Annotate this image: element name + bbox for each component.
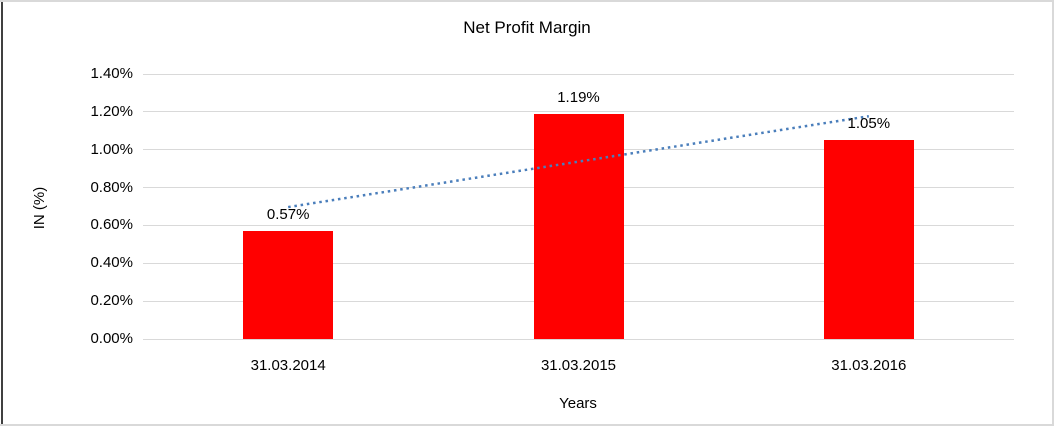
y-tick-label: 1.00%: [90, 140, 133, 158]
y-tick-label: 0.40%: [90, 254, 133, 272]
y-tick-label: 0.80%: [90, 178, 133, 196]
bar: [823, 140, 914, 339]
y-tick-label: 0.20%: [90, 292, 133, 310]
y-tick-label: 1.20%: [90, 102, 133, 120]
bar: [533, 113, 624, 339]
bar: [243, 231, 334, 339]
x-axis-title: Years: [559, 395, 597, 412]
bar-value-label: 1.19%: [557, 88, 600, 106]
x-tick-label: 31.03.2015: [540, 357, 617, 374]
y-tick-label: 1.40%: [90, 65, 133, 82]
gridline: [143, 338, 1014, 340]
x-tick-label: 31.03.2014: [250, 357, 326, 374]
bar-value-label: 0.57%: [266, 206, 310, 224]
chart-title: Net Profit Margin: [463, 18, 591, 37]
x-tick-label: 31.03.2016: [831, 357, 907, 374]
y-tick-label: 0.00%: [90, 330, 133, 347]
bar-value-label: 1.05%: [847, 115, 891, 133]
frame-left-edge: [1, 2, 3, 424]
gridline: [143, 111, 1014, 113]
trendline: [287, 114, 870, 209]
gridline: [143, 73, 1014, 75]
y-tick-label: 0.60%: [90, 216, 133, 234]
